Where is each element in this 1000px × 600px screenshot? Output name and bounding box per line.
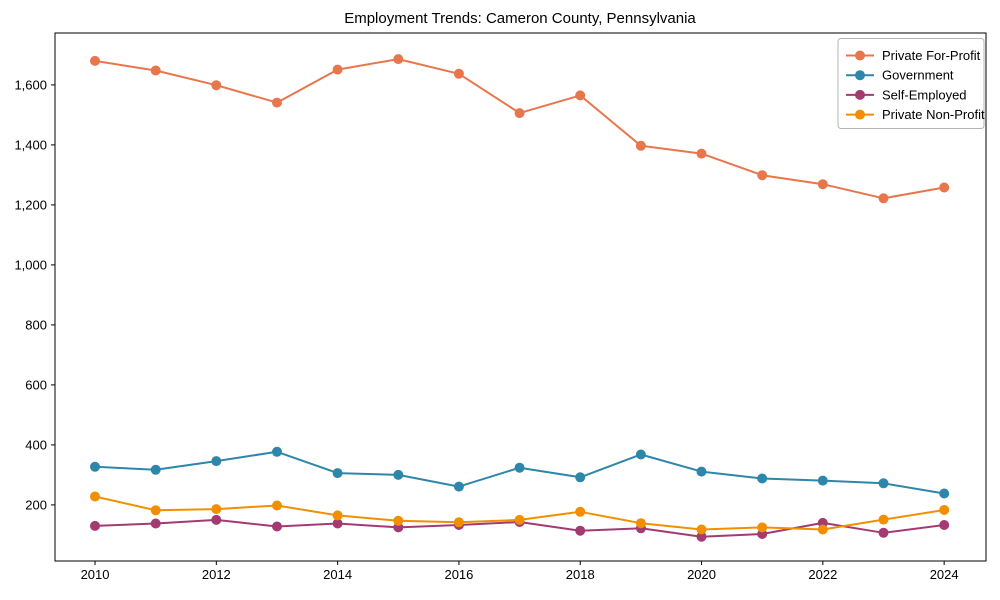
data-point-private-for-profit-2014 bbox=[332, 64, 343, 75]
data-point-private-non-profit-2018 bbox=[575, 506, 586, 517]
data-point-government-2023 bbox=[878, 478, 889, 489]
legend-box bbox=[837, 38, 985, 129]
data-point-self-employed-2010 bbox=[90, 520, 100, 531]
data-point-private-non-profit-2021 bbox=[757, 522, 768, 533]
series-markers-private-non-profit bbox=[90, 491, 950, 535]
legend-marker-self-employed bbox=[855, 89, 865, 100]
legend-label-government: Government bbox=[882, 68, 954, 83]
data-point-private-for-profit-2021 bbox=[757, 170, 768, 181]
data-point-government-2011 bbox=[150, 464, 161, 475]
plot-border bbox=[54, 32, 987, 562]
data-point-self-employed-2024 bbox=[939, 520, 950, 530]
x-tick-label-2010: 2010 bbox=[81, 567, 110, 582]
y-tick-label-1000: 1,000 bbox=[14, 257, 47, 272]
data-point-private-non-profit-2017 bbox=[514, 514, 525, 525]
data-point-government-2020 bbox=[696, 466, 707, 477]
legend-item-government: Government bbox=[846, 68, 954, 83]
data-point-private-non-profit-2011 bbox=[150, 505, 161, 516]
data-point-private-non-profit-2024 bbox=[939, 505, 950, 515]
data-point-self-employed-2011 bbox=[150, 518, 161, 529]
legend-label-private-for-profit: Private For-Profit bbox=[882, 48, 981, 63]
data-point-private-for-profit-2020 bbox=[696, 148, 707, 159]
data-point-self-employed-2012 bbox=[211, 514, 222, 525]
data-point-private-for-profit-2010 bbox=[90, 55, 100, 66]
data-point-government-2018 bbox=[575, 472, 586, 483]
series-markers-private-for-profit bbox=[90, 54, 950, 204]
series-line-private-for-profit bbox=[94, 58, 945, 200]
data-point-private-non-profit-2013 bbox=[272, 500, 282, 511]
data-point-self-employed-2020 bbox=[696, 531, 707, 542]
data-point-private-for-profit-2023 bbox=[878, 193, 889, 204]
data-point-government-2021 bbox=[757, 473, 768, 484]
x-tick-label-2024: 2024 bbox=[930, 567, 959, 582]
y-tick-label-1200: 1,200 bbox=[14, 197, 47, 212]
y-tick-label-600: 600 bbox=[25, 377, 47, 392]
axes: 2010 2012 2014 2016 2018 2020 2022 2024 200 400 60… bbox=[14, 32, 987, 582]
data-point-private-for-profit-2022 bbox=[817, 179, 828, 190]
legend-item-self-employed: Self-Employed bbox=[846, 87, 967, 102]
data-point-private-for-profit-2015 bbox=[393, 54, 404, 65]
data-point-government-2013 bbox=[272, 446, 282, 457]
x-tick-label-2014: 2014 bbox=[323, 567, 352, 582]
data-point-government-2012 bbox=[211, 456, 222, 467]
data-point-private-for-profit-2018 bbox=[575, 90, 586, 101]
data-point-government-2015 bbox=[393, 469, 404, 480]
legend: Private For-Profit Government Self-Employe… bbox=[837, 38, 985, 129]
data-point-government-2022 bbox=[817, 475, 828, 486]
data-point-private-non-profit-2019 bbox=[635, 518, 646, 529]
data-point-private-for-profit-2024 bbox=[939, 182, 950, 193]
data-point-government-2017 bbox=[514, 462, 525, 473]
data-point-private-non-profit-2023 bbox=[878, 514, 889, 525]
legend-marker-government bbox=[855, 70, 865, 81]
data-point-self-employed-2023 bbox=[878, 527, 889, 538]
y-tick-label-1400: 1,400 bbox=[14, 137, 47, 152]
data-point-private-non-profit-2014 bbox=[332, 510, 343, 521]
data-point-self-employed-2013 bbox=[272, 521, 282, 532]
x-tick-label-2018: 2018 bbox=[566, 567, 595, 582]
legend-marker-private-non-profit bbox=[855, 109, 865, 120]
data-point-self-employed-2014 bbox=[332, 518, 343, 529]
y-tick-label-800: 800 bbox=[25, 317, 47, 332]
y-tick-label-1600: 1,600 bbox=[14, 77, 47, 92]
data-point-private-non-profit-2010 bbox=[90, 491, 100, 502]
x-tick-label-2012: 2012 bbox=[202, 567, 231, 582]
x-tick-label-2022: 2022 bbox=[808, 567, 837, 582]
x-tick-label-2020: 2020 bbox=[687, 567, 716, 582]
data-point-private-for-profit-2011 bbox=[150, 65, 161, 76]
data-point-government-2010 bbox=[90, 461, 100, 472]
data-point-private-non-profit-2015 bbox=[393, 515, 404, 526]
data-point-private-non-profit-2012 bbox=[211, 504, 222, 515]
data-point-private-for-profit-2017 bbox=[514, 108, 525, 119]
legend-item-private-non-profit: Private Non-Profit bbox=[846, 107, 985, 122]
chart-title: Employment Trends: Cameron County, Penns… bbox=[344, 10, 696, 27]
y-tick-label-200: 200 bbox=[25, 497, 47, 512]
data-point-government-2014 bbox=[332, 468, 343, 479]
data-point-private-for-profit-2013 bbox=[272, 97, 282, 108]
data-point-private-for-profit-2016 bbox=[453, 68, 464, 79]
data-point-government-2016 bbox=[453, 481, 464, 492]
data-point-private-non-profit-2016 bbox=[453, 517, 464, 528]
legend-label-self-employed: Self-Employed bbox=[882, 87, 967, 102]
y-tick-label-400: 400 bbox=[25, 437, 47, 452]
data-point-government-2024 bbox=[939, 488, 950, 499]
legend-marker-private-for-profit bbox=[855, 50, 865, 61]
data-point-private-non-profit-2022 bbox=[817, 524, 828, 535]
data-point-private-non-profit-2020 bbox=[696, 524, 707, 535]
legend-item-private-for-profit: Private For-Profit bbox=[846, 48, 981, 63]
legend-label-private-non-profit: Private Non-Profit bbox=[882, 107, 985, 122]
series-group bbox=[90, 54, 950, 542]
data-point-private-for-profit-2012 bbox=[211, 80, 222, 91]
series-markers-government bbox=[90, 446, 950, 499]
x-tick-label-2016: 2016 bbox=[444, 567, 473, 582]
data-point-self-employed-2018 bbox=[575, 525, 586, 536]
data-point-government-2019 bbox=[635, 449, 646, 460]
data-point-private-for-profit-2019 bbox=[635, 140, 646, 151]
